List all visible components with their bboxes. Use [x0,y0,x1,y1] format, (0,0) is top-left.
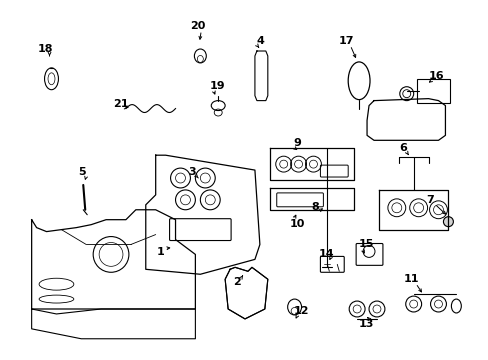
Text: 18: 18 [38,44,53,54]
Text: 21: 21 [113,99,128,109]
Text: 3: 3 [188,167,196,177]
Polygon shape [224,267,267,319]
Text: 2: 2 [233,277,241,287]
Text: 11: 11 [403,274,419,284]
Text: 15: 15 [358,239,373,249]
Text: 5: 5 [78,167,86,177]
Text: 1: 1 [157,247,164,257]
Text: 17: 17 [338,36,353,46]
Text: 14: 14 [318,249,333,260]
Text: 20: 20 [189,21,204,31]
Text: 6: 6 [398,143,406,153]
Text: 12: 12 [293,306,309,316]
Text: 8: 8 [311,202,319,212]
Text: 19: 19 [209,81,224,91]
Text: 7: 7 [426,195,433,205]
Text: 10: 10 [289,219,305,229]
Text: 16: 16 [428,71,444,81]
Circle shape [443,217,452,227]
Text: 9: 9 [293,138,301,148]
Text: 4: 4 [256,36,264,46]
Text: 13: 13 [358,319,373,329]
